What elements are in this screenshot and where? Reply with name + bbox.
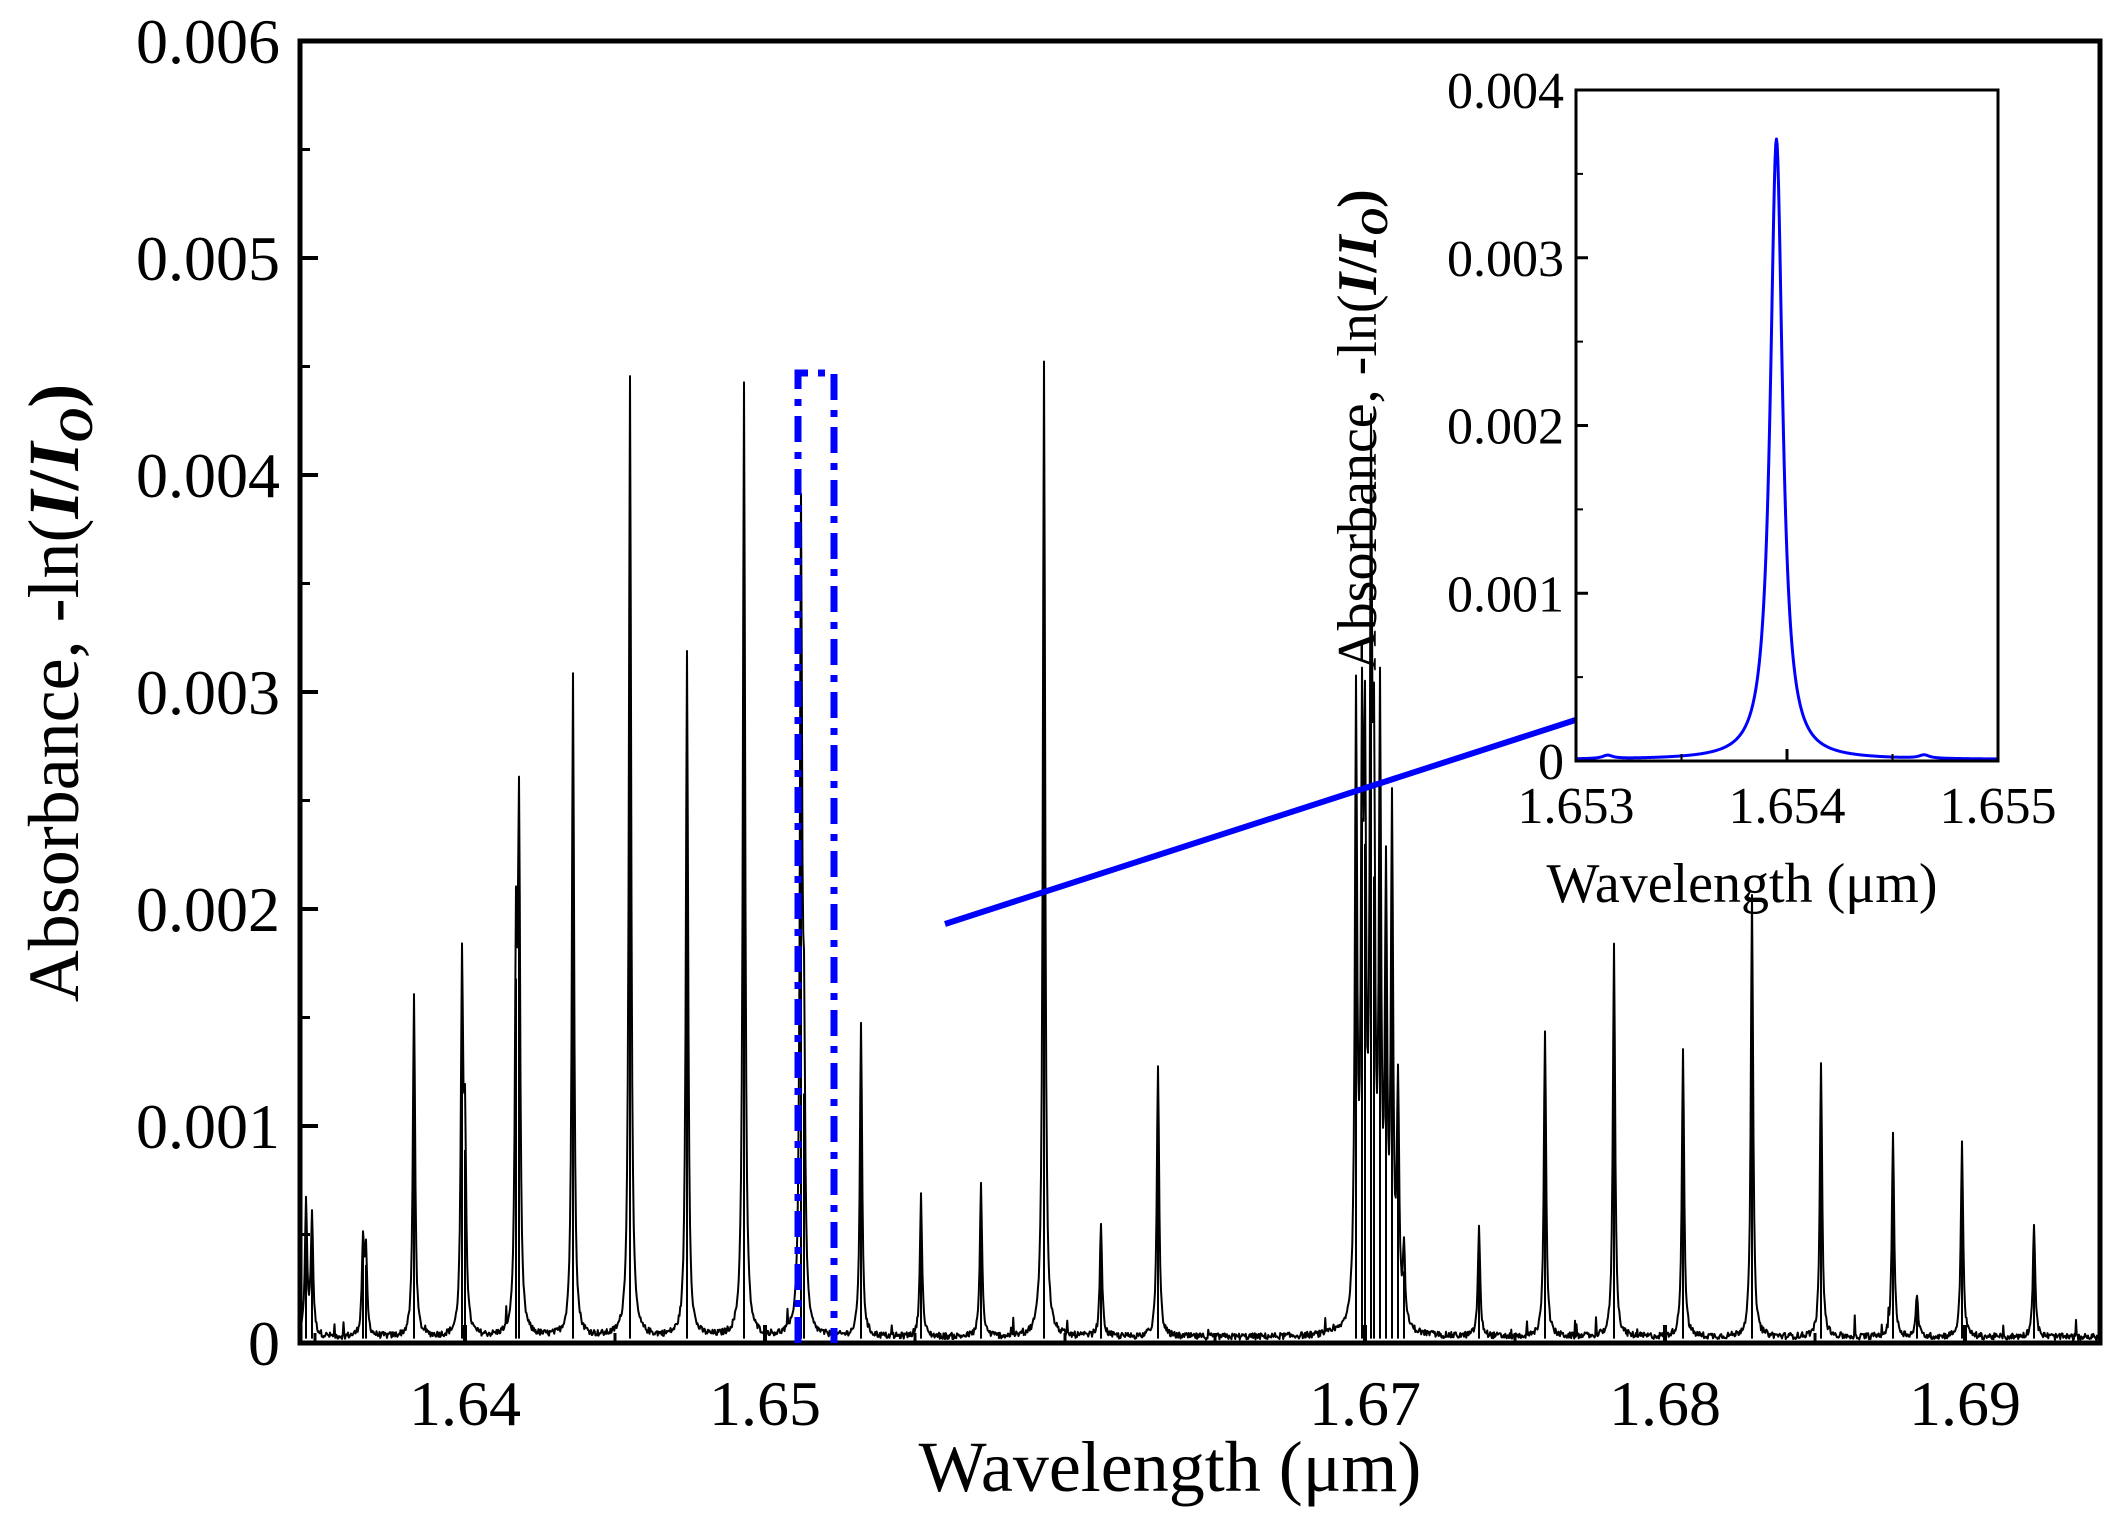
- inset-y-label-sub: O: [1354, 208, 1396, 235]
- inset-x-axis-label: Wavelength (μm): [1547, 853, 1938, 915]
- main-y-label-io: I: [14, 439, 94, 471]
- main-y-tick-label: 0.006: [136, 6, 280, 77]
- inset-y-axis: 0 0.001 0.002 0.003 0.004: [1447, 63, 1588, 791]
- inset-y-tick-label: 0.002: [1447, 399, 1564, 456]
- main-y-label-i: I: [14, 487, 94, 519]
- main-y-label-suffix: ): [14, 384, 94, 408]
- main-y-label-slash: /: [14, 469, 94, 491]
- inset-x-tick-label: 1.653: [1518, 778, 1635, 835]
- inset-y-tick-label: 0.004: [1447, 63, 1564, 120]
- inset-y-axis-label: Absorbance, -ln(I/IO): [1327, 189, 1396, 671]
- inset-x-axis: 1.653 1.654 1.655: [1518, 749, 2057, 835]
- main-y-tick-label: 0.004: [136, 440, 280, 511]
- inset-background: [1576, 90, 1998, 761]
- main-y-tick-label: 0.002: [136, 874, 280, 945]
- inset-y-tick-label: 0: [1538, 734, 1564, 791]
- main-x-tick-label: 1.65: [709, 1368, 821, 1439]
- main-spectrum-line: [299, 360, 2101, 1342]
- main-x-axis: 1.64 1.65 1.67 1.68 1.69: [313, 1325, 2021, 1439]
- main-x-tick-label: 1.68: [1609, 1368, 1721, 1439]
- main-x-axis-label: Wavelength (μm): [919, 1427, 1422, 1507]
- inset-y-tick-label: 0.003: [1447, 231, 1564, 288]
- inset-spectrum-line: [1575, 137, 1999, 761]
- main-y-axis-label: Absorbance, -ln(I/IO): [14, 384, 103, 1003]
- inset-y-label-i: I: [1327, 270, 1389, 295]
- inset-y-label-io: I: [1327, 233, 1389, 258]
- inset-y-label-prefix: Absorbance, -ln(: [1327, 294, 1389, 670]
- inset-y-label-suffix: ): [1327, 189, 1389, 208]
- main-y-tick-label: 0.003: [136, 657, 280, 728]
- main-y-tick-label: 0: [248, 1308, 280, 1379]
- main-x-tick-label: 1.67: [1309, 1368, 1421, 1439]
- main-y-label-prefix: Absorbance, -ln(: [14, 518, 94, 1002]
- main-x-tick-label: 1.64: [409, 1368, 521, 1439]
- main-y-tick-label: 0.001: [136, 1091, 280, 1162]
- inset-y-tick-label: 0.001: [1447, 566, 1564, 623]
- main-y-tick-label: 0.005: [136, 223, 280, 294]
- main-y-axis: 0 0.001 0.002 0.003 0.004 0.005 0.006: [136, 6, 318, 1379]
- highlight-region-box: [794, 369, 838, 1343]
- main-plot: 0 0.001 0.002 0.003 0.004 0.005 0.006 1.64 1.65…: [136, 6, 2103, 1439]
- inset-x-tick-label: 1.654: [1729, 778, 1846, 835]
- inset-y-label-slash: /: [1327, 256, 1389, 274]
- inset-x-tick-label: 1.655: [1940, 778, 2057, 835]
- main-x-tick-label: 1.69: [1909, 1368, 2021, 1439]
- main-y-label-sub: O: [50, 408, 103, 443]
- inset-plot: 0 0.001 0.002 0.003 0.004 1.653 1.654 1.655: [1447, 63, 2057, 835]
